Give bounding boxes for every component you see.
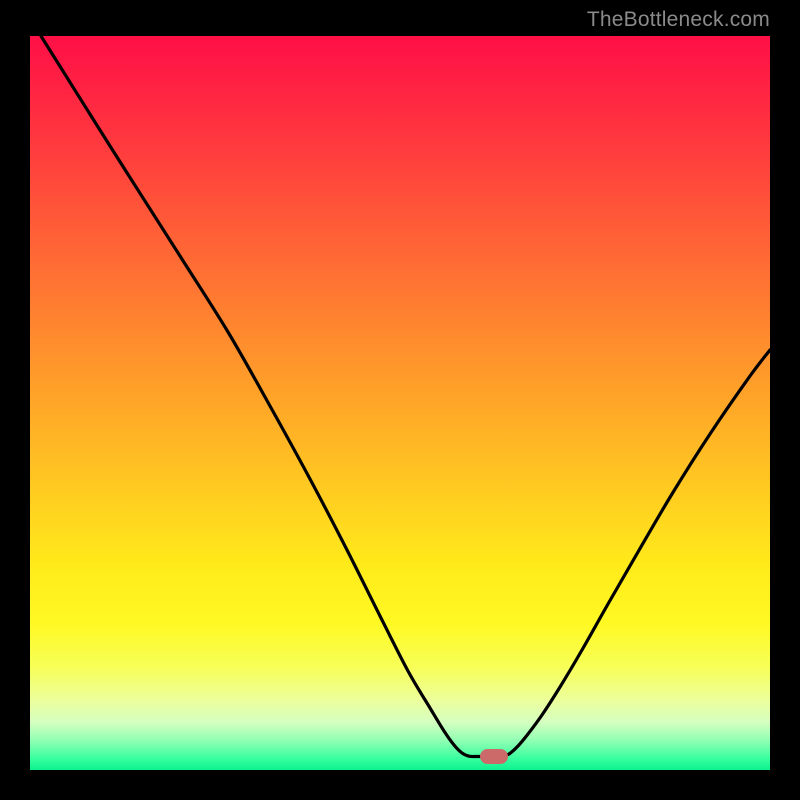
chart-frame: TheBottleneck.com <box>0 0 800 800</box>
plot-area <box>30 36 770 770</box>
optimal-point-marker <box>480 749 508 764</box>
gradient-background <box>30 36 770 770</box>
watermark-text: TheBottleneck.com <box>587 8 770 32</box>
